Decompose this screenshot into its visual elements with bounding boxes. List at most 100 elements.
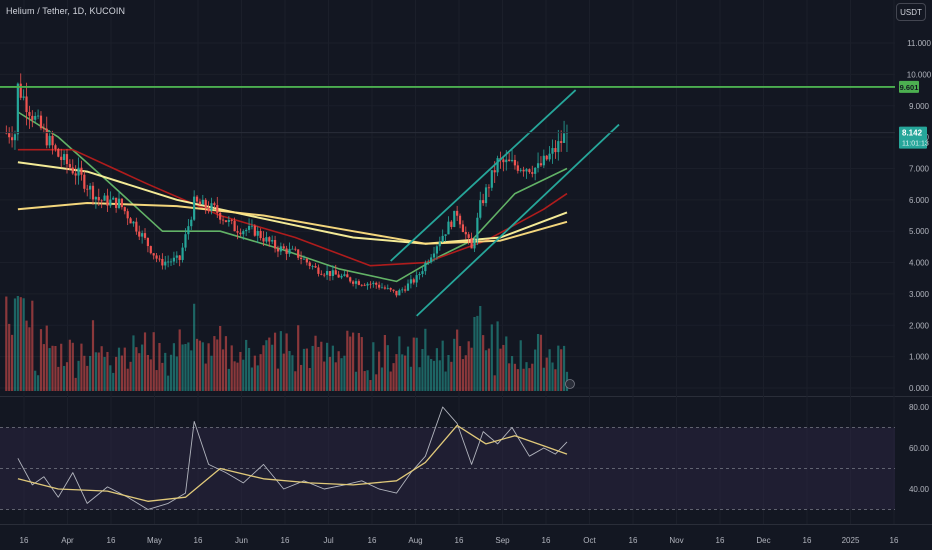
volume-bar — [245, 339, 248, 391]
volume-bar — [421, 349, 424, 391]
volume-bar — [221, 349, 225, 391]
candle-body — [502, 159, 505, 163]
candle-body — [311, 266, 314, 267]
volume-bar — [273, 332, 277, 391]
candle-body — [265, 237, 268, 242]
candle-body — [343, 274, 346, 276]
volume-bar — [68, 339, 71, 391]
time-axis-label: 16 — [194, 536, 203, 545]
candle-body — [328, 271, 332, 276]
volume-bar — [169, 354, 173, 391]
price-axis-label: 7.000 — [909, 164, 930, 173]
candle-body — [94, 197, 97, 200]
candle-body — [158, 258, 161, 260]
volume-bar — [204, 363, 207, 391]
volume-bar — [149, 359, 152, 391]
time-axis-label: 16 — [107, 536, 116, 545]
candle-body — [432, 253, 436, 258]
candle-body — [470, 237, 473, 249]
candle-body — [25, 96, 28, 113]
volume-bar — [554, 369, 557, 391]
volume-bar — [77, 360, 80, 391]
volume-bar — [10, 334, 14, 391]
last-price-countdown: 11:01:13 — [902, 141, 929, 148]
candle-body — [169, 261, 173, 263]
volume-bar — [299, 364, 303, 391]
volume-bar — [132, 335, 135, 391]
candle-body — [36, 115, 40, 117]
volume-bar — [250, 367, 254, 391]
candle-body — [184, 234, 187, 248]
price-axis-label: 5.000 — [909, 227, 930, 236]
time-axis-label: Nov — [669, 536, 683, 545]
volume-bar — [406, 346, 410, 391]
candle-body — [253, 225, 256, 236]
candle-body — [100, 200, 103, 202]
candle-body — [279, 246, 282, 252]
volume-bar — [551, 362, 554, 391]
candle-body — [126, 211, 129, 219]
candle-body — [323, 274, 326, 276]
candle-body — [204, 199, 207, 208]
candle-body — [31, 115, 34, 120]
volume-bar — [129, 361, 132, 391]
candle-body — [89, 185, 92, 190]
volume-bar — [8, 323, 11, 391]
volume-bar — [175, 356, 178, 391]
volume-bar — [409, 366, 412, 391]
volume-bar — [112, 372, 115, 391]
volume-bar — [201, 342, 204, 391]
candle-body — [175, 255, 178, 258]
candle-body — [262, 238, 265, 242]
time-axis-label: 2025 — [842, 536, 860, 545]
volume-bar — [100, 346, 103, 391]
volume-bar — [447, 354, 450, 391]
volume-bar — [28, 327, 31, 391]
time-axis-label: Jun — [235, 536, 248, 545]
volume-bar — [48, 348, 51, 391]
volume-bar — [496, 321, 499, 391]
candle-body — [450, 221, 453, 227]
candle-body — [22, 96, 25, 98]
candle-body — [337, 274, 340, 278]
volume-bar — [508, 363, 511, 391]
volume-bar — [158, 342, 161, 391]
candle-body — [230, 219, 233, 221]
time-axis-label: Aug — [408, 536, 422, 545]
volume-bar — [528, 368, 531, 391]
volume-bar — [31, 300, 34, 391]
candle-body — [39, 115, 43, 129]
candle-body — [187, 226, 190, 235]
volume-bar — [60, 343, 63, 391]
candle-body — [354, 281, 358, 284]
volume-bar — [86, 365, 89, 391]
currency-button[interactable]: USDT — [896, 3, 926, 21]
last-price-label: 8.142 11:01:13 — [899, 126, 929, 149]
candle-body — [320, 273, 323, 275]
time-axis-label: Dec — [756, 536, 770, 545]
candle-body — [297, 249, 300, 258]
candle-body — [155, 255, 158, 259]
volume-bar — [513, 363, 517, 391]
candle-body — [516, 165, 519, 171]
candle-body — [57, 148, 60, 157]
volume-bar — [490, 324, 493, 391]
rsi-axis-label: 40.00 — [909, 485, 930, 494]
candle-body — [161, 258, 164, 266]
volume-bar — [386, 345, 389, 391]
volume-bar — [5, 296, 8, 391]
volume-bar — [539, 334, 543, 391]
volume-bar — [432, 360, 436, 391]
volume-bar — [89, 355, 92, 391]
volume-bar — [80, 343, 83, 391]
volume-bar — [375, 374, 378, 391]
candle-body — [60, 156, 63, 161]
candle-body — [65, 154, 69, 165]
volume-bar — [360, 337, 363, 391]
volume-bar — [372, 342, 375, 391]
moving-average-line — [17, 148, 568, 267]
candle-body — [458, 215, 462, 225]
volume-bar — [311, 345, 314, 391]
rsi-ma-line — [17, 424, 568, 502]
